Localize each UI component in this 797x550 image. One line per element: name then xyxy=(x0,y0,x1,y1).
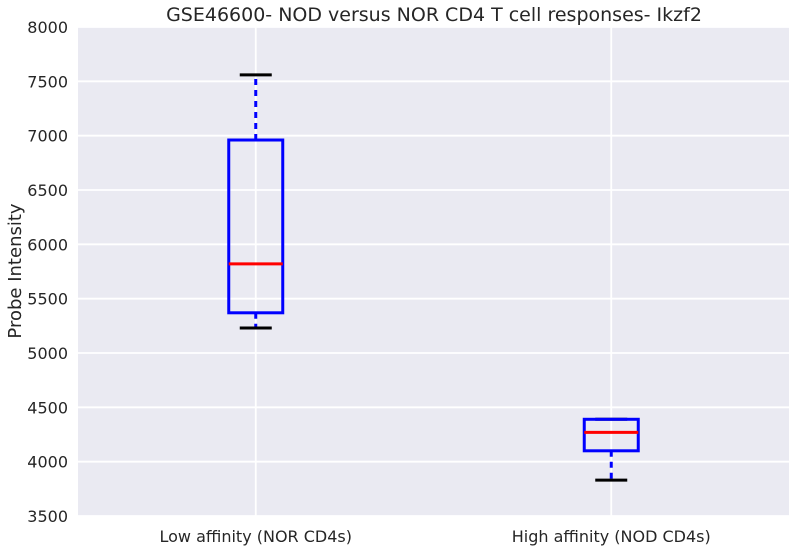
y-tick-label: 6000 xyxy=(27,235,68,254)
box-group xyxy=(227,73,285,330)
gridlines xyxy=(78,26,789,517)
y-tick-label: 4500 xyxy=(27,398,68,417)
y-tick-label: 7000 xyxy=(27,127,68,146)
y-tick-label: 6500 xyxy=(27,181,68,200)
boxes xyxy=(227,73,640,482)
chart-title: GSE46600- NOD versus NOR CD4 T cell resp… xyxy=(166,4,702,26)
x-tick-labels: Low affinity (NOR CD4s) High affinity (NO… xyxy=(159,527,710,546)
y-tick-label: 5000 xyxy=(27,344,68,363)
y-tick-label: 5500 xyxy=(27,290,68,309)
y-axis-label: Probe Intensity xyxy=(5,203,26,338)
y-tick-label: 8000 xyxy=(27,18,68,37)
y-tick-labels: 3500 4000 4500 5000 5500 6000 6500 7000 7500 8000 xyxy=(27,18,68,526)
box-iqr xyxy=(227,138,285,315)
plot-area xyxy=(78,27,789,516)
box-group xyxy=(582,417,640,482)
y-tick-label: 3500 xyxy=(27,507,68,526)
x-tick-label: High affinity (NOD CD4s) xyxy=(512,527,711,546)
y-tick-label: 4000 xyxy=(27,453,68,472)
x-tick-label: Low affinity (NOR CD4s) xyxy=(159,527,352,546)
box-iqr xyxy=(582,417,640,453)
y-tick-label: 7500 xyxy=(27,72,68,91)
